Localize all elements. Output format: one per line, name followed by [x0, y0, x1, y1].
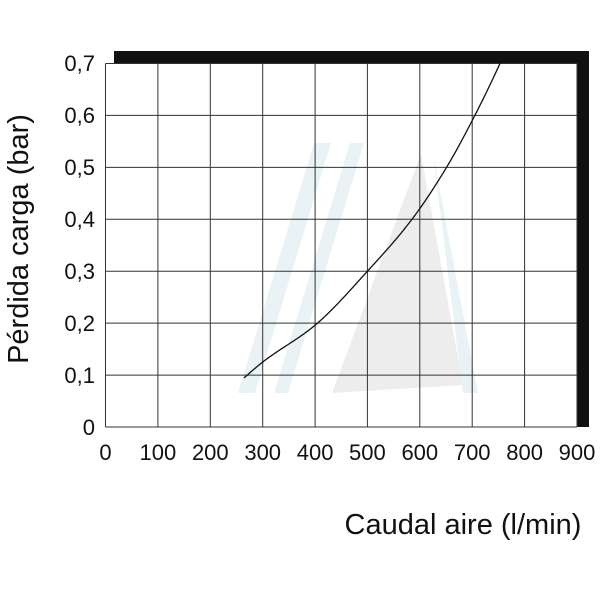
svg-text:0,2: 0,2 [64, 311, 95, 336]
svg-text:700: 700 [454, 440, 491, 465]
svg-text:0,6: 0,6 [64, 103, 95, 128]
svg-text:0,4: 0,4 [64, 207, 95, 232]
svg-text:0,5: 0,5 [64, 155, 95, 180]
svg-text:0,1: 0,1 [64, 363, 95, 388]
svg-text:100: 100 [140, 440, 177, 465]
svg-text:900: 900 [559, 440, 596, 465]
svg-text:0,3: 0,3 [64, 259, 95, 284]
svg-text:300: 300 [244, 440, 281, 465]
svg-text:800: 800 [506, 440, 543, 465]
svg-text:0: 0 [99, 440, 111, 465]
svg-text:500: 500 [349, 440, 386, 465]
svg-text:Pérdida carga (bar): Pérdida carga (bar) [3, 114, 35, 364]
svg-text:600: 600 [401, 440, 438, 465]
svg-text:400: 400 [297, 440, 334, 465]
svg-text:Caudal aire (l/min): Caudal aire (l/min) [345, 509, 582, 541]
svg-text:0,7: 0,7 [64, 51, 95, 76]
svg-text:200: 200 [192, 440, 229, 465]
svg-text:0: 0 [83, 415, 95, 440]
